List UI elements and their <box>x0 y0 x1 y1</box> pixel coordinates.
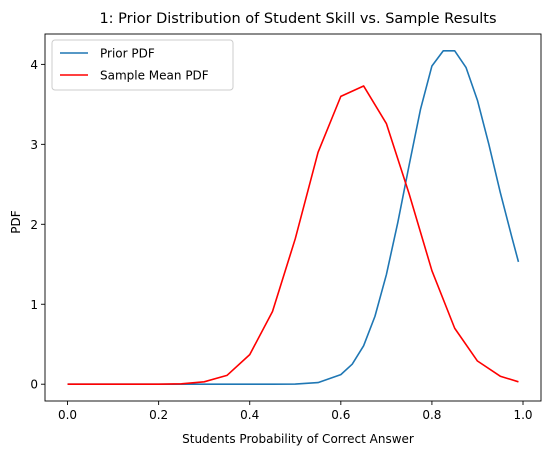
y-tick-label: 3 <box>30 138 38 152</box>
series-line-1 <box>67 85 519 386</box>
y-tick-label: 2 <box>30 218 38 232</box>
legend: Prior PDF Sample Mean PDF <box>51 39 234 91</box>
x-axis-label: Students Probability of Correct Answer <box>182 432 414 446</box>
x-tick-label: 1.0 <box>513 408 532 422</box>
y-tick-label: 1 <box>30 298 38 312</box>
series-line-0 <box>67 49 520 386</box>
y-axis-label: PDF <box>9 210 23 233</box>
x-tick-label: 0.6 <box>331 408 350 422</box>
plot-area: 0.0 0.2 0.4 0.6 0.8 1.0 0 1 2 3 4 <box>30 33 542 422</box>
x-tick-label: 0.4 <box>240 408 259 422</box>
chart-title: 1: Prior Distribution of Student Skill v… <box>99 11 496 27</box>
legend-label-0: Prior PDF <box>100 47 155 61</box>
y-tick-label: 4 <box>30 58 38 72</box>
plot-frame <box>44 33 542 402</box>
legend-box <box>51 39 234 91</box>
legend-label-1: Sample Mean PDF <box>100 69 209 83</box>
y-tick-label: 0 <box>30 378 38 392</box>
x-tick-label: 0.2 <box>149 408 168 422</box>
x-tick-label: 0.0 <box>58 408 77 422</box>
x-tick-label: 0.8 <box>422 408 441 422</box>
